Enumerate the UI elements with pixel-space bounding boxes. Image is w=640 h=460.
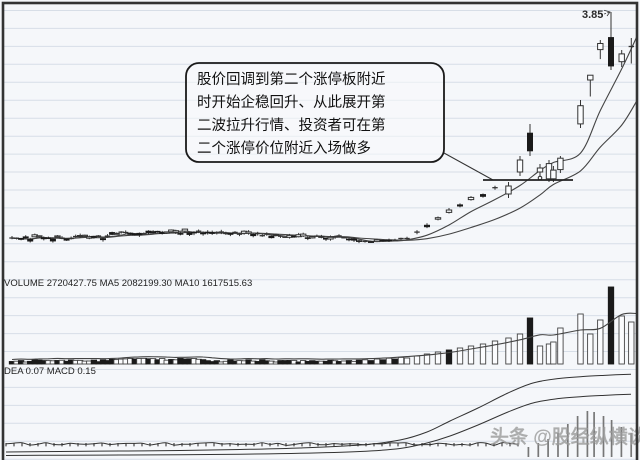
svg-text:3.85: 3.85 bbox=[582, 9, 603, 21]
svg-text:二波拉升行情、投资者可在第: 二波拉升行情、投资者可在第 bbox=[197, 116, 386, 134]
svg-text:VOLUME 2720427.75 MA5 2082199.: VOLUME 2720427.75 MA5 2082199.30 MA10 16… bbox=[4, 278, 252, 289]
svg-text:DEA 0.07 MACD 0.15: DEA 0.07 MACD 0.15 bbox=[4, 366, 96, 377]
svg-text:股价回调到第二个涨停板附近: 股价回调到第二个涨停板附近 bbox=[197, 70, 386, 88]
svg-text:头条 @股经纵横谈: 头条 @股经纵横谈 bbox=[490, 425, 640, 448]
svg-text:二个涨停价位附近入场做多: 二个涨停价位附近入场做多 bbox=[197, 140, 371, 157]
svg-text:时开始企稳回升、从此展开第: 时开始企稳回升、从此展开第 bbox=[197, 93, 386, 111]
